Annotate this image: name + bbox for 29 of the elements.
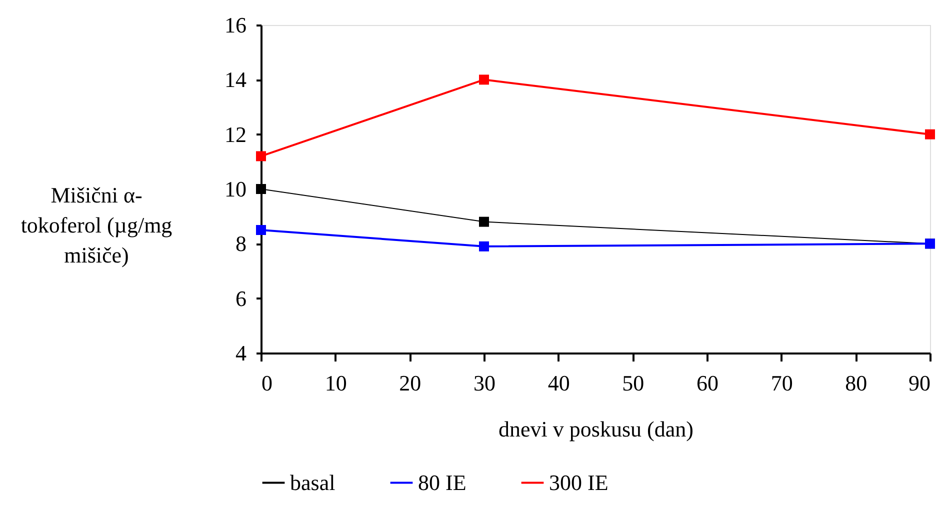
legend-label: basal — [290, 470, 336, 495]
x-tick-label: 70 — [770, 370, 793, 396]
point — [479, 241, 489, 252]
point — [256, 184, 266, 194]
y-tick-label: 6 — [236, 286, 246, 311]
x-tick-label: 90 — [908, 370, 930, 396]
point — [256, 151, 266, 162]
point — [925, 129, 935, 140]
y-tick-label: 4 — [236, 340, 246, 366]
y-tick-label: 16 — [224, 12, 246, 38]
y-tick-label: 14 — [224, 67, 246, 92]
legend-label: 300 IE — [549, 470, 608, 495]
point — [479, 216, 489, 227]
x-tick-label: 50 — [622, 370, 644, 396]
point — [479, 74, 489, 85]
x-axis-title: dnevi v poskusu (dan) — [498, 416, 694, 442]
y-tick-label: 12 — [224, 122, 246, 147]
x-tick-label: 80 — [845, 370, 868, 396]
point — [256, 225, 266, 235]
y-tick-label: 10 — [224, 176, 246, 202]
legend-label: 80 IE — [418, 470, 466, 495]
x-tick-label: 60 — [696, 370, 718, 396]
x-tick-label: 20 — [399, 370, 422, 396]
x-tick-label: 40 — [548, 370, 570, 396]
x-tick-label: 30 — [474, 370, 496, 396]
x-tick-label: 0 — [262, 370, 272, 396]
x-tick-label: 10 — [324, 370, 347, 396]
y-tick-label: 8 — [236, 231, 246, 256]
y-axis-title: Mišični α-tokoferol (µg/mg mišiče) — [20, 182, 172, 268]
